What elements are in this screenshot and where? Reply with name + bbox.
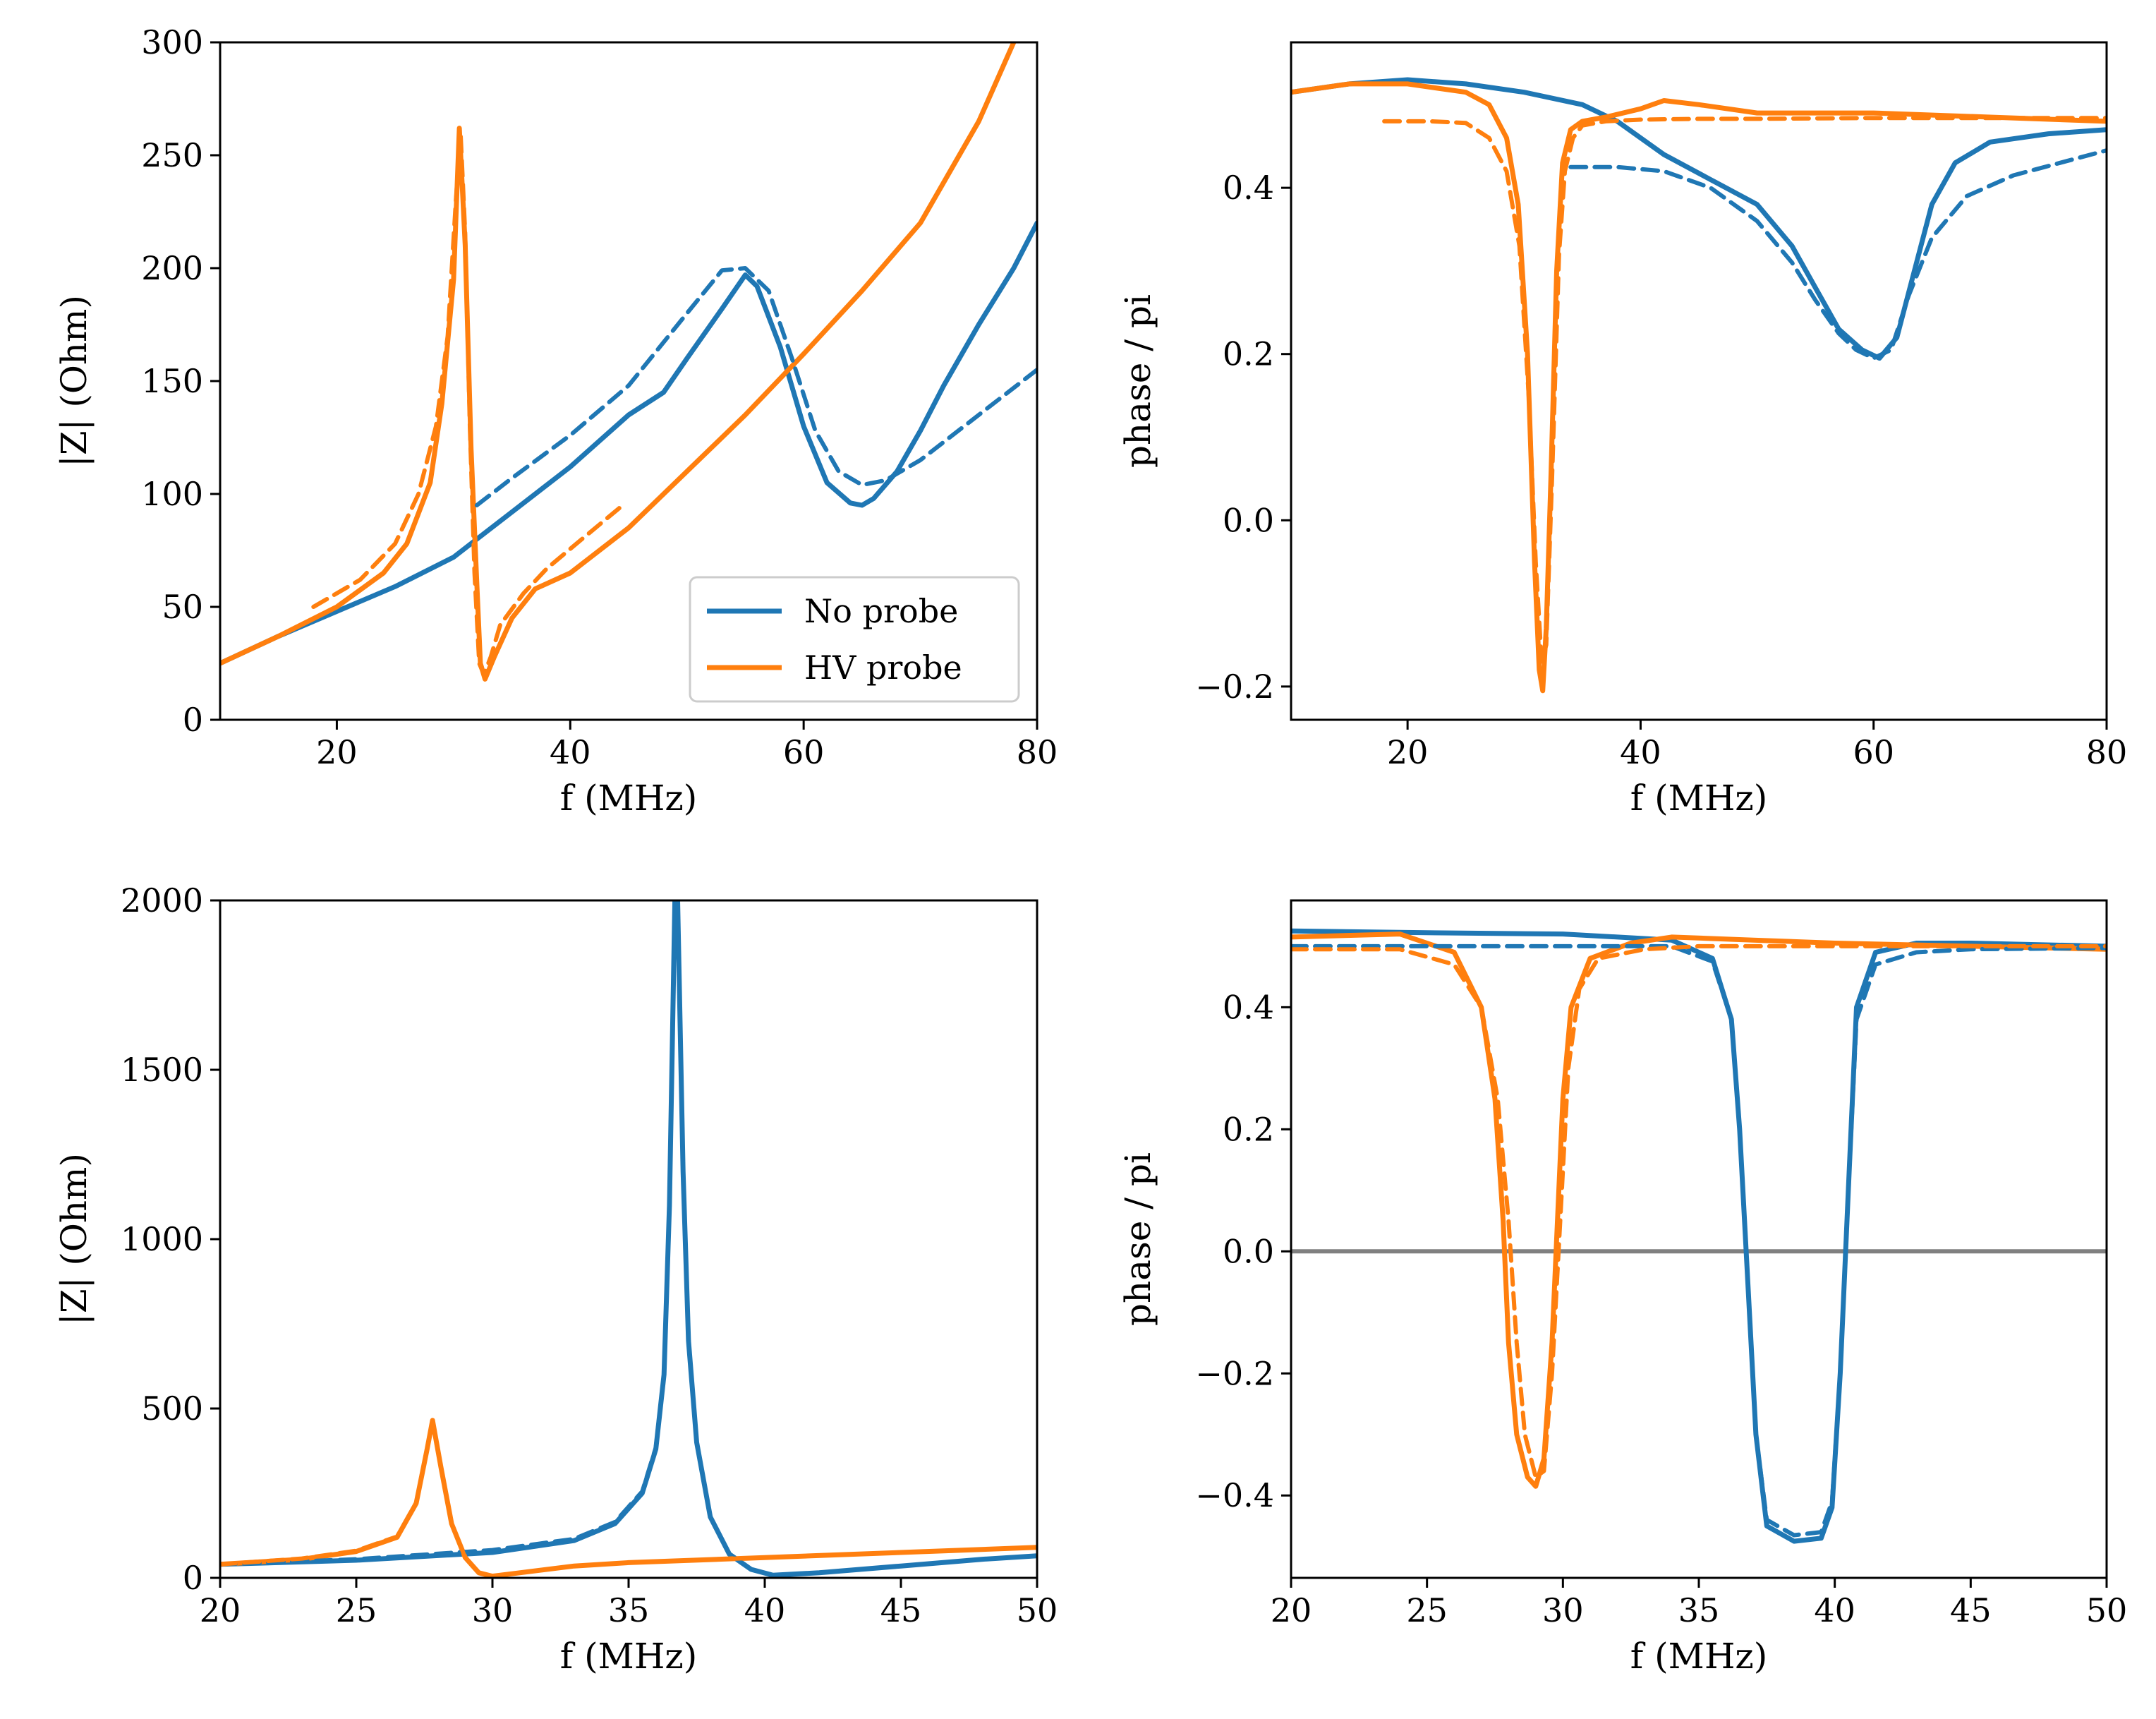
y-tick-label: −0.2 bbox=[1195, 668, 1274, 706]
panel-phase-top-right: 20 40 60 80 −0.2 0.0 0.2 0.4 f (MHz) phase / pi bbox=[1118, 41, 2128, 819]
x-tick-label: 25 bbox=[1406, 1591, 1448, 1629]
y-tick-label: 250 bbox=[141, 136, 203, 174]
x-tick-label: 45 bbox=[1950, 1591, 1992, 1629]
legend-box bbox=[689, 576, 1020, 703]
y-tick-label: −0.4 bbox=[1195, 1476, 1274, 1514]
x-axis-label: f (MHz) bbox=[1630, 1636, 1768, 1677]
y-tick-label: −0.2 bbox=[1195, 1354, 1274, 1392]
y-tick-label: 0.2 bbox=[1223, 335, 1274, 373]
y-axis-label: |Z| (Ohm) bbox=[54, 295, 95, 467]
x-tick-label: 40 bbox=[744, 1591, 786, 1629]
axes-frame bbox=[1290, 41, 2108, 721]
x-tick-label: 25 bbox=[336, 1591, 377, 1629]
axes-frame bbox=[1290, 899, 2108, 1579]
series-no-probe bbox=[1291, 77, 2107, 361]
legend-label: No probe bbox=[804, 592, 958, 630]
y-tick-label: 0.0 bbox=[1223, 501, 1274, 539]
series-hv-probe-fit bbox=[1291, 943, 2107, 1480]
x-tick-label: 20 bbox=[1387, 733, 1429, 771]
y-tick-label: 1000 bbox=[121, 1220, 203, 1258]
y-tick-label: 200 bbox=[141, 249, 203, 287]
y-tick-label: 300 bbox=[141, 23, 203, 61]
x-tick-label: 80 bbox=[2086, 733, 2128, 771]
series-no-probe-fit bbox=[220, 900, 1037, 1578]
y-tick-label: 0 bbox=[183, 1559, 203, 1597]
axes-frame bbox=[219, 899, 1038, 1579]
y-tick-label: 0.2 bbox=[1223, 1110, 1274, 1148]
x-tick-label: 30 bbox=[1542, 1591, 1584, 1629]
series-hv-probe bbox=[1291, 931, 2107, 1489]
x-axis-label: f (MHz) bbox=[560, 1636, 698, 1677]
x-tick-label: 20 bbox=[1271, 1591, 1312, 1629]
y-axis-label: |Z| (Ohm) bbox=[54, 1153, 95, 1325]
x-tick-label: 40 bbox=[550, 733, 591, 771]
series-hv-probe-fit bbox=[311, 131, 625, 677]
series-hv-probe-fit bbox=[1382, 116, 2107, 664]
x-tick-label: 45 bbox=[880, 1591, 922, 1629]
x-tick-label: 20 bbox=[316, 733, 358, 771]
y-tick-label: 500 bbox=[141, 1389, 203, 1428]
x-tick-label: 50 bbox=[1017, 1591, 1058, 1629]
series-no-probe-fit bbox=[474, 266, 1037, 507]
panel-impedance-top-left: 20 40 60 80 0 50 100 150 200 250 300 f (MHz) |Z| (Oh… bbox=[54, 23, 1058, 819]
x-tick-label: 40 bbox=[1620, 733, 1661, 771]
series-no-probe bbox=[1291, 928, 2107, 1544]
x-axis-label: f (MHz) bbox=[560, 778, 698, 819]
y-tick-label: 150 bbox=[141, 362, 203, 400]
x-tick-label: 35 bbox=[1678, 1591, 1720, 1629]
y-tick-label: 1500 bbox=[121, 1051, 203, 1089]
x-tick-label: 35 bbox=[608, 1591, 650, 1629]
series-no-probe-fit bbox=[1291, 943, 2107, 1538]
x-axis-label: f (MHz) bbox=[1630, 778, 1768, 819]
x-tick-label: 60 bbox=[1853, 733, 1894, 771]
x-tick-label: 40 bbox=[1814, 1591, 1855, 1629]
x-tick-label: 50 bbox=[2086, 1591, 2128, 1629]
legend-label: HV probe bbox=[804, 649, 962, 687]
y-tick-label: 100 bbox=[141, 475, 203, 513]
x-tick-label: 60 bbox=[783, 733, 825, 771]
series-no-probe-fit bbox=[1568, 148, 2107, 361]
x-tick-label: 20 bbox=[200, 1591, 241, 1629]
y-tick-label: 0 bbox=[183, 701, 203, 739]
series-hv-probe-fit bbox=[220, 1418, 1037, 1578]
panel-phase-bottom-right: 20 25 30 35 40 45 50 −0.4 −0.2 0.0 0.2 0.4 f (MHz) ph… bbox=[1118, 899, 2128, 1677]
y-tick-label: 2000 bbox=[121, 881, 203, 919]
y-tick-label: 0.4 bbox=[1223, 988, 1274, 1026]
series-no-probe bbox=[220, 900, 1037, 1578]
legend: No probe HV probe bbox=[689, 576, 1020, 703]
x-tick-label: 30 bbox=[472, 1591, 514, 1629]
x-tick-label: 80 bbox=[1017, 733, 1058, 771]
y-tick-label: 0.4 bbox=[1223, 169, 1274, 207]
y-tick-label: 0.0 bbox=[1223, 1232, 1274, 1270]
y-tick-label: 50 bbox=[162, 588, 203, 626]
y-axis-label: phase / pi bbox=[1118, 1152, 1158, 1326]
series-no-probe bbox=[220, 220, 1037, 666]
y-axis-label: phase / pi bbox=[1118, 294, 1158, 468]
